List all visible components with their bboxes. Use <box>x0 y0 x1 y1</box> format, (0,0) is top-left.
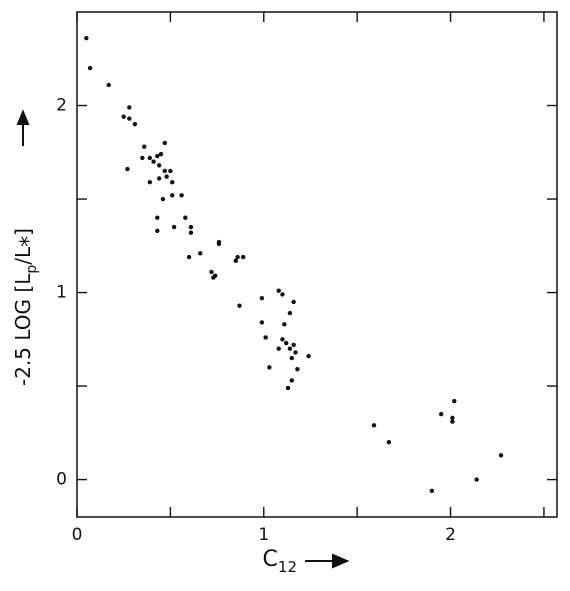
x-axis-label: C12 <box>263 547 297 576</box>
point <box>450 419 455 424</box>
point <box>125 166 130 172</box>
point <box>263 335 268 340</box>
point <box>171 224 177 230</box>
x-arrow <box>305 553 350 569</box>
point <box>371 423 377 428</box>
y-tick-label: 0 <box>56 470 67 490</box>
point <box>209 269 214 275</box>
point <box>474 477 479 482</box>
point <box>306 353 311 359</box>
point <box>293 350 298 355</box>
point <box>132 122 138 127</box>
point <box>429 488 435 494</box>
point <box>186 254 192 260</box>
point <box>233 258 238 263</box>
point <box>287 346 293 351</box>
point <box>147 180 153 185</box>
point <box>276 288 281 293</box>
point <box>291 342 296 348</box>
point <box>498 453 504 458</box>
point <box>287 310 293 316</box>
point <box>188 224 194 230</box>
point <box>162 168 167 174</box>
plot-frame <box>76 11 558 518</box>
point <box>106 82 111 88</box>
point <box>198 251 203 256</box>
point <box>151 159 156 164</box>
point <box>121 114 126 119</box>
x-tick-label: 2 <box>445 525 456 545</box>
point <box>142 144 147 149</box>
point <box>276 346 281 351</box>
point <box>211 275 216 280</box>
point <box>158 151 164 157</box>
y-axis-label-group: -2.5 LOG [Lp/L*] <box>11 109 42 386</box>
point <box>155 228 160 234</box>
y-axis-label: -2.5 LOG [Lp/L*] <box>11 228 42 386</box>
point <box>170 180 175 185</box>
point <box>439 411 444 417</box>
x-tick-label: 0 <box>72 525 83 545</box>
point <box>155 215 160 220</box>
point <box>289 378 294 383</box>
point <box>87 65 93 71</box>
point <box>188 230 194 235</box>
point <box>267 365 272 370</box>
point <box>179 193 184 198</box>
point <box>283 340 289 346</box>
point <box>140 155 145 161</box>
point <box>291 299 296 305</box>
point <box>450 415 455 421</box>
point <box>170 193 175 198</box>
point <box>282 322 287 327</box>
point <box>259 320 265 325</box>
point <box>164 174 169 179</box>
point <box>285 385 291 391</box>
point <box>127 116 132 121</box>
point <box>295 367 300 372</box>
point <box>155 153 160 159</box>
point <box>289 355 294 361</box>
point <box>280 337 285 342</box>
y-tick-label: 1 <box>56 283 67 303</box>
point <box>156 176 162 181</box>
point <box>259 295 265 301</box>
point <box>168 168 173 174</box>
point <box>127 105 132 110</box>
point <box>84 35 89 41</box>
y-tick-label: 2 <box>56 96 67 116</box>
point <box>235 254 240 260</box>
point <box>386 439 392 445</box>
point <box>452 398 457 404</box>
point <box>147 155 153 161</box>
point <box>216 241 222 247</box>
point <box>280 292 285 297</box>
point <box>156 163 162 168</box>
point <box>237 303 242 308</box>
point <box>183 215 188 220</box>
y-arrow <box>16 109 30 146</box>
point <box>241 254 246 260</box>
point <box>160 196 166 202</box>
x-tick-label: 1 <box>258 525 269 545</box>
point <box>162 140 167 146</box>
